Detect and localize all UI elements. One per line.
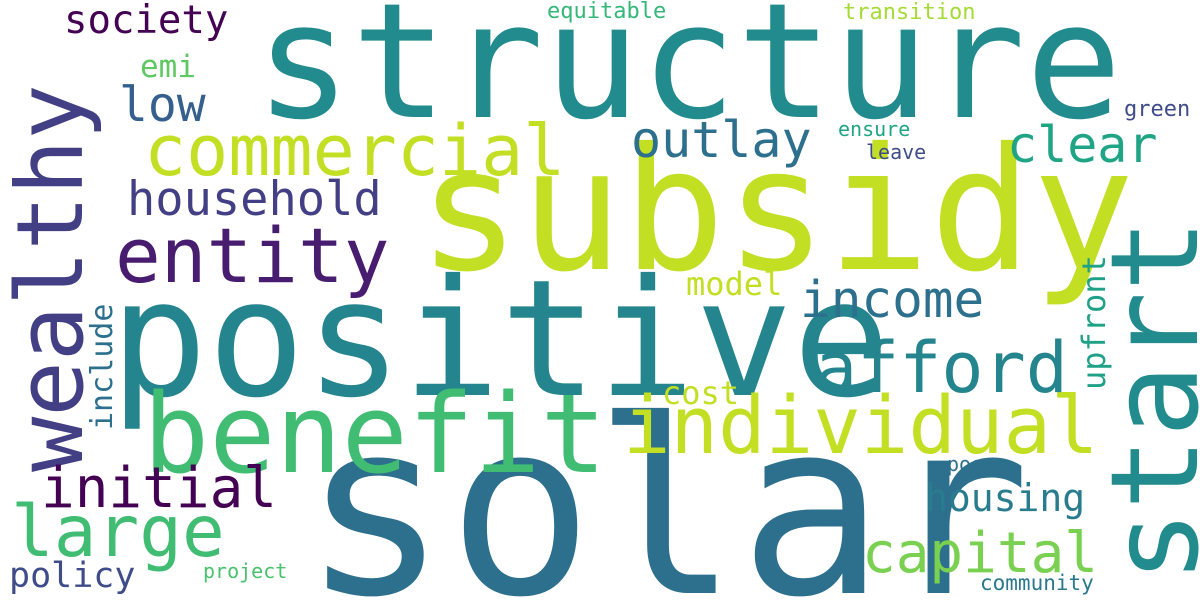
word-entity: entity <box>115 211 390 300</box>
word-solar: solar <box>302 369 1031 600</box>
word-large: large <box>11 490 225 573</box>
word-subsidy: subsidy <box>418 112 1135 310</box>
word-ensure: ensure <box>838 117 911 141</box>
word-initial: initial <box>41 456 278 521</box>
word-income: income <box>800 271 985 330</box>
word-community: community <box>980 571 1094 595</box>
word-housing: housing <box>925 476 1086 520</box>
word-green: green <box>1124 97 1191 122</box>
word-project: project <box>203 559 288 583</box>
word-upfront: upfront <box>1075 255 1113 390</box>
word-poor: poor <box>947 452 996 476</box>
word-positive: positive <box>110 246 891 434</box>
word-benefit: benefit <box>143 370 607 498</box>
word-structure: structure <box>255 0 1122 155</box>
word-include: include <box>85 303 120 430</box>
word-afford: afford <box>815 327 1068 409</box>
word-equitable: equitable <box>547 0 667 24</box>
word-transition: transition <box>843 0 976 25</box>
word-wealthy: wealthy <box>0 84 104 472</box>
word-commercial: commercial <box>144 110 566 192</box>
word-leave: leave <box>866 140 927 164</box>
word-emi: emi <box>140 49 196 85</box>
word-society: society <box>64 0 229 43</box>
word-policy: policy <box>9 556 136 596</box>
word-low: low <box>119 77 206 133</box>
word-clear: clear <box>1007 116 1158 174</box>
word-individual: individual <box>623 380 1099 472</box>
word-model: model <box>686 265 783 303</box>
word-household: household <box>127 172 382 227</box>
word-outlay: outlay <box>631 111 812 169</box>
word-capital: capital <box>862 521 1099 586</box>
word-cost: cost <box>662 374 740 412</box>
